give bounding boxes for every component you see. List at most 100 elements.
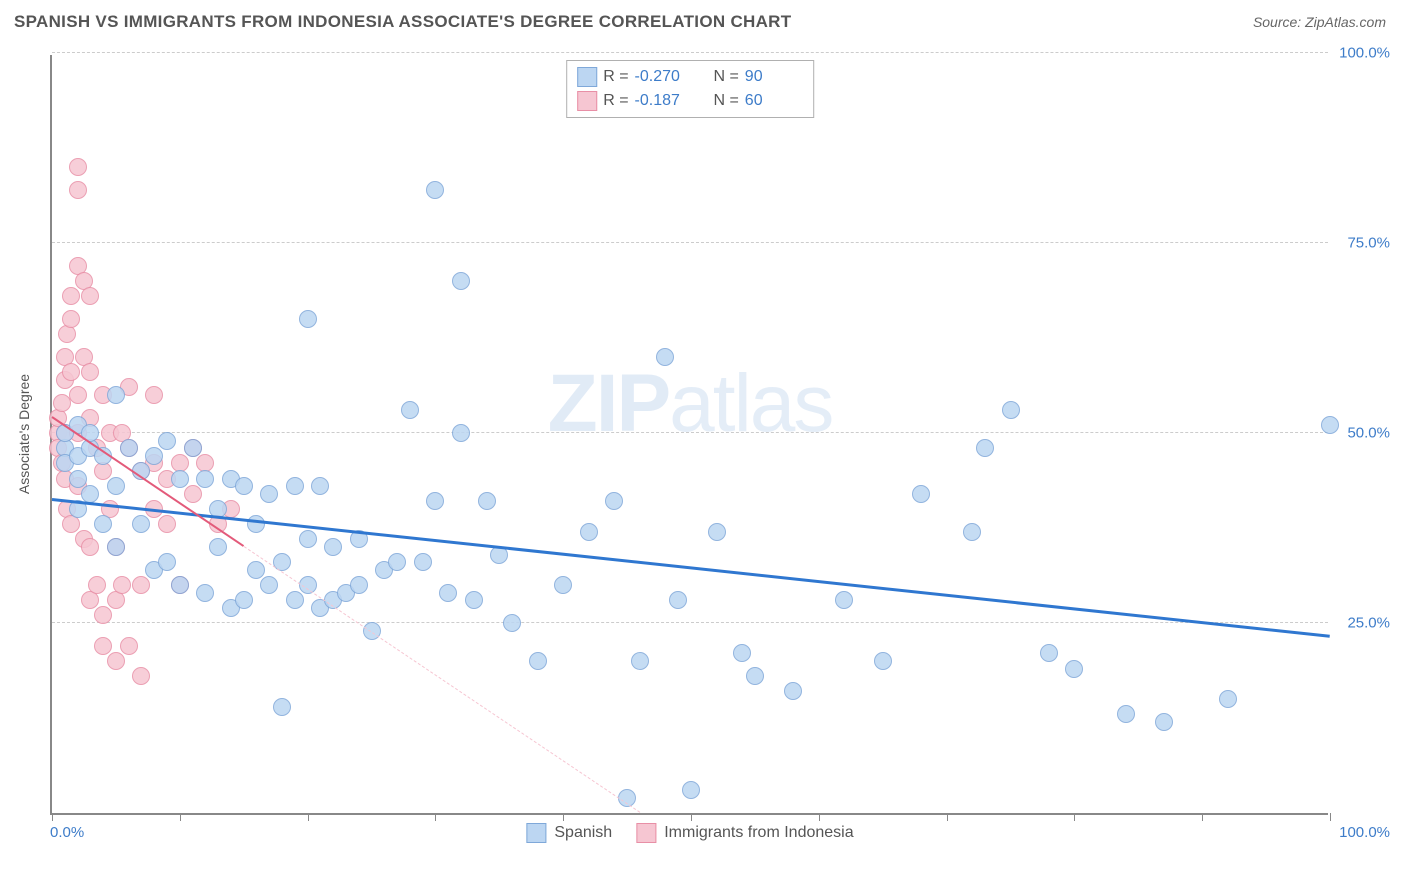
stat-r-label: R =: [603, 92, 628, 110]
data-point: [196, 584, 214, 602]
data-point: [426, 492, 444, 510]
data-point: [324, 538, 342, 556]
data-point: [94, 515, 112, 533]
data-point: [120, 637, 138, 655]
data-point: [912, 485, 930, 503]
data-point: [1219, 690, 1237, 708]
data-point: [299, 530, 317, 548]
data-point: [58, 325, 76, 343]
trend-line: [52, 498, 1330, 638]
stat-n-value: 60: [745, 92, 803, 110]
data-point: [209, 538, 227, 556]
y-tick-label: 100.0%: [1339, 45, 1390, 62]
legend-swatch: [636, 823, 656, 843]
data-point: [682, 781, 700, 799]
x-tick: [1202, 813, 1203, 821]
data-point: [605, 492, 623, 510]
data-point: [452, 424, 470, 442]
x-tick: [819, 813, 820, 821]
data-point: [171, 470, 189, 488]
data-point: [235, 591, 253, 609]
chart-source: Source: ZipAtlas.com: [1253, 14, 1386, 30]
data-point: [733, 644, 751, 662]
y-tick-label: 75.0%: [1347, 235, 1390, 252]
data-point: [184, 439, 202, 457]
data-point: [414, 553, 432, 571]
y-axis-label: Associate's Degree: [16, 374, 32, 494]
x-tick: [180, 813, 181, 821]
legend-label: Immigrants from Indonesia: [664, 824, 853, 842]
x-tick: [52, 813, 53, 821]
data-point: [171, 576, 189, 594]
x-tick: [1074, 813, 1075, 821]
data-point: [69, 470, 87, 488]
data-point: [452, 272, 470, 290]
data-point: [260, 485, 278, 503]
x-tick: [947, 813, 948, 821]
data-point: [62, 287, 80, 305]
plot-area: ZIPatlas Associate's Degree R =-0.270 N …: [50, 55, 1328, 815]
data-point: [580, 523, 598, 541]
data-point: [81, 538, 99, 556]
data-point: [669, 591, 687, 609]
data-point: [350, 576, 368, 594]
data-point: [401, 401, 419, 419]
data-point: [184, 485, 202, 503]
data-point: [1040, 644, 1058, 662]
legend-item: Spanish: [526, 823, 612, 843]
data-point: [465, 591, 483, 609]
stat-r-value: -0.270: [635, 68, 693, 86]
data-point: [439, 584, 457, 602]
data-point: [746, 667, 764, 685]
x-tick: [308, 813, 309, 821]
x-tick: [1330, 813, 1331, 821]
data-point: [1065, 660, 1083, 678]
watermark-bold: ZIP: [548, 358, 670, 449]
data-point: [976, 439, 994, 457]
data-point: [132, 667, 150, 685]
data-point: [784, 682, 802, 700]
data-point: [299, 310, 317, 328]
stats-row: R =-0.270 N =90: [577, 65, 803, 89]
data-point: [107, 652, 125, 670]
data-point: [708, 523, 726, 541]
data-point: [81, 363, 99, 381]
data-point: [835, 591, 853, 609]
data-point: [1321, 416, 1339, 434]
data-point: [158, 515, 176, 533]
legend-label: Spanish: [554, 824, 612, 842]
data-point: [286, 591, 304, 609]
data-point: [1117, 705, 1135, 723]
stats-legend: R =-0.270 N =90R =-0.187 N =60: [566, 60, 814, 118]
data-point: [656, 348, 674, 366]
data-point: [874, 652, 892, 670]
grid-line: [52, 622, 1328, 623]
data-point: [554, 576, 572, 594]
data-point: [62, 363, 80, 381]
y-tick-label: 50.0%: [1347, 425, 1390, 442]
data-point: [247, 515, 265, 533]
legend-item: Immigrants from Indonesia: [636, 823, 853, 843]
data-point: [286, 477, 304, 495]
data-point: [426, 181, 444, 199]
data-point: [81, 287, 99, 305]
data-point: [113, 576, 131, 594]
data-point: [88, 576, 106, 594]
x-tick: [435, 813, 436, 821]
x-tick: [691, 813, 692, 821]
grid-line: [52, 242, 1328, 243]
data-point: [963, 523, 981, 541]
data-point: [69, 158, 87, 176]
legend-swatch: [577, 67, 597, 87]
data-point: [1002, 401, 1020, 419]
watermark: ZIPatlas: [548, 357, 833, 451]
data-point: [311, 477, 329, 495]
data-point: [145, 386, 163, 404]
data-point: [62, 310, 80, 328]
data-point: [235, 477, 253, 495]
stat-n-value: 90: [745, 68, 803, 86]
x-min-label: 0.0%: [50, 824, 84, 841]
data-point: [1155, 713, 1173, 731]
data-point: [120, 439, 138, 457]
data-point: [107, 538, 125, 556]
